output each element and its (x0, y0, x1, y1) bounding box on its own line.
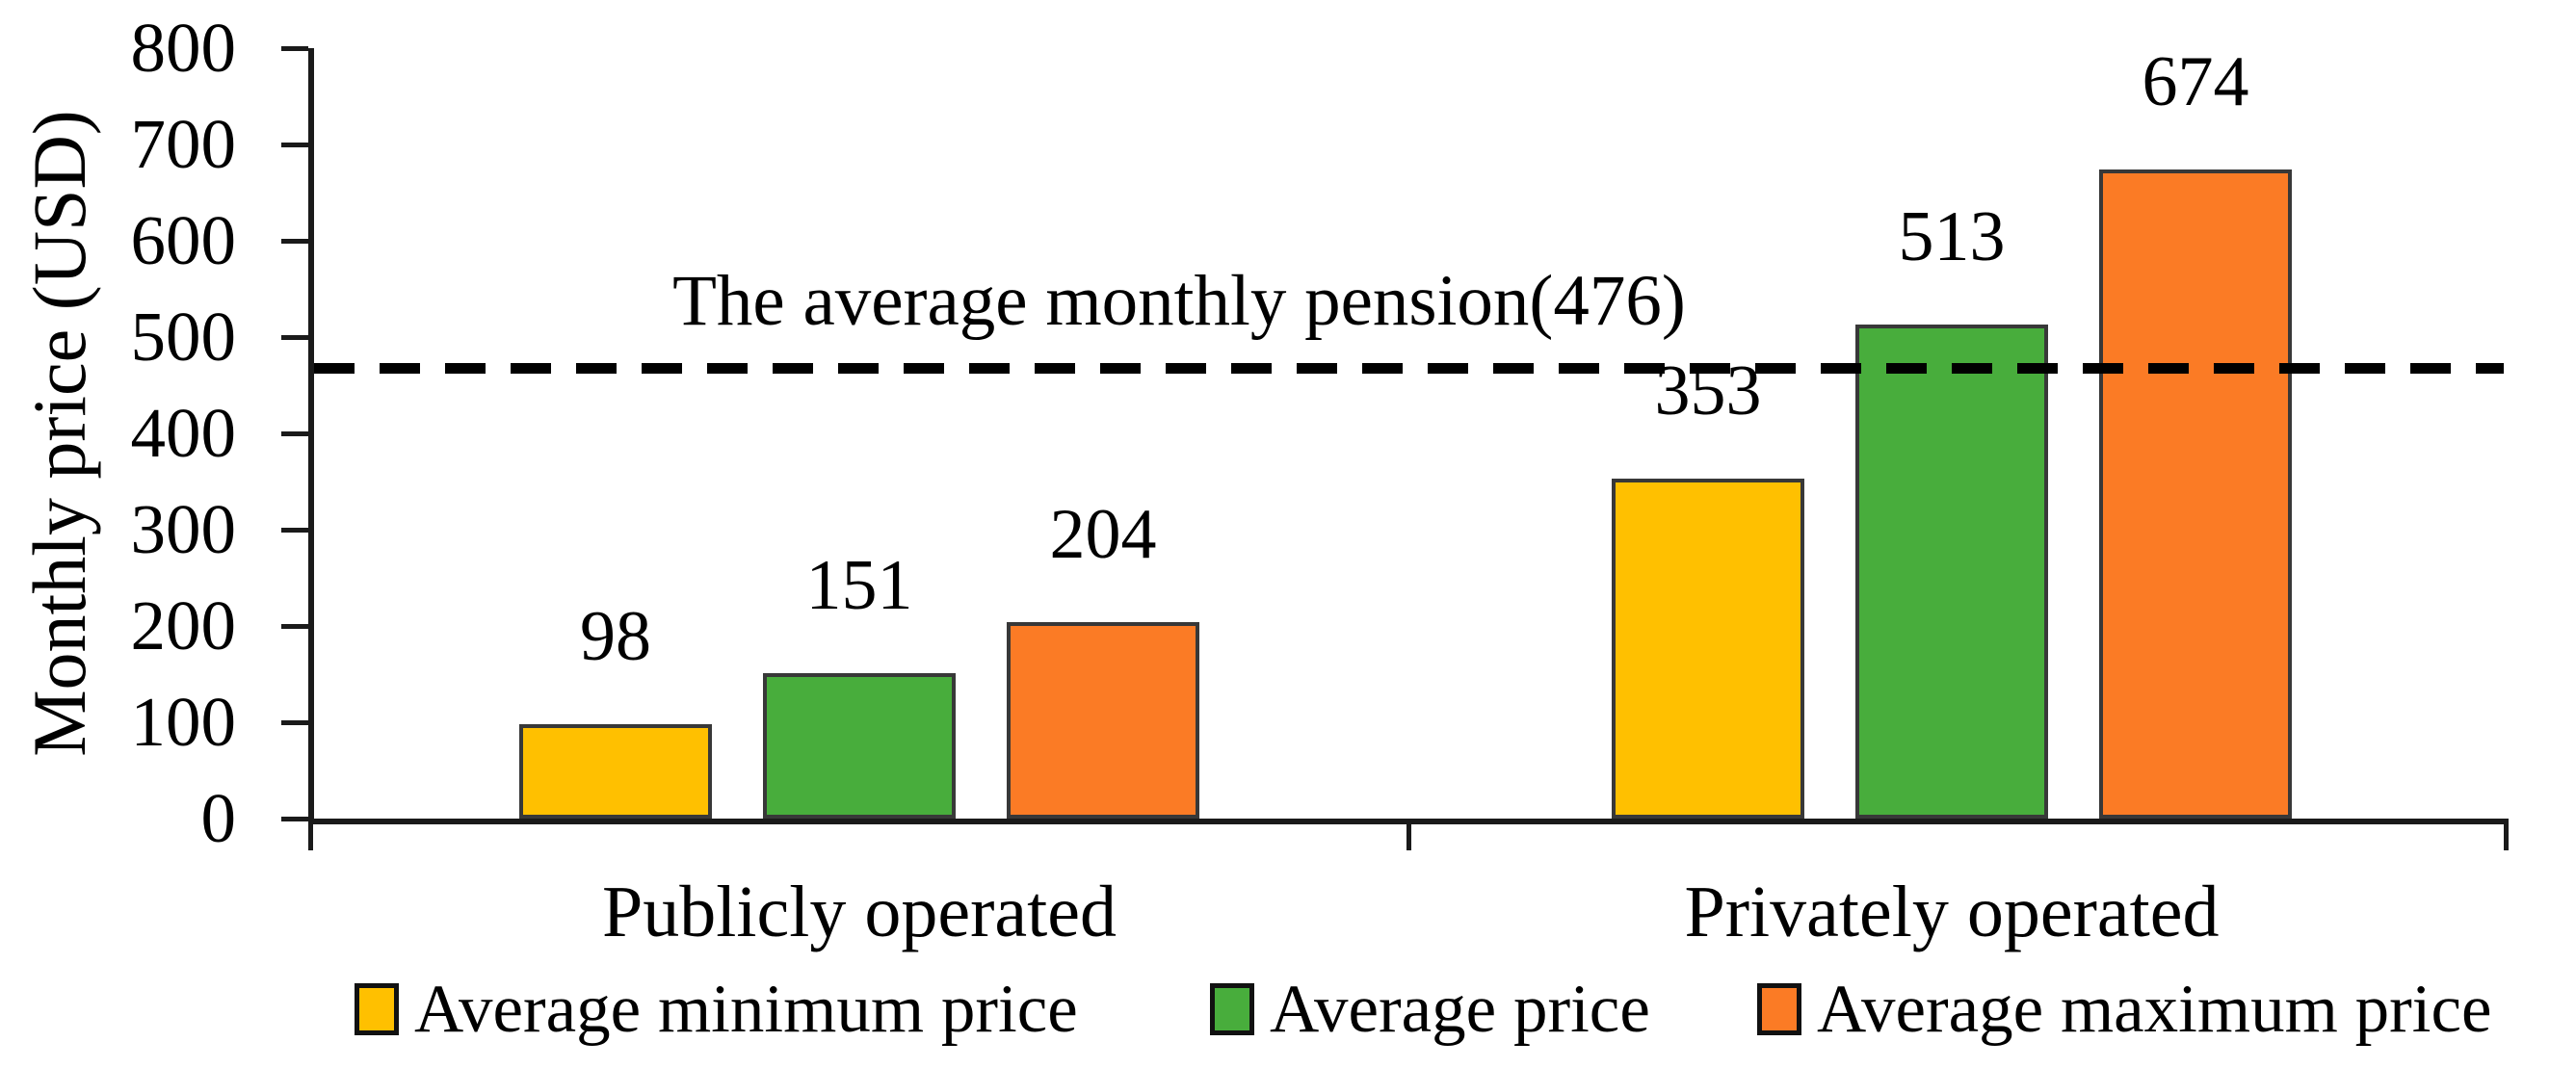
legend-label: Average maximum price (1817, 972, 2492, 1047)
y-tick (281, 528, 308, 533)
y-tick-label: 600 (130, 201, 237, 279)
legend-label: Average minimum price (414, 972, 1078, 1047)
y-tick-label: 700 (130, 105, 237, 183)
bar-average-minimum-price-publicly-operated (519, 724, 712, 819)
x-tick (308, 819, 313, 850)
legend-item-average-minimum-price: Average minimum price (355, 967, 1078, 1052)
legend-label: Average price (1270, 972, 1650, 1047)
y-tick (281, 46, 308, 51)
legend-item-average-maximum-price: Average maximum price (1757, 967, 2492, 1052)
y-tick-label: 200 (130, 586, 237, 664)
bar-average-price-privately-operated (1855, 325, 2048, 819)
y-tick (281, 720, 308, 725)
legend-swatch-average-price (1210, 983, 1254, 1035)
y-tick (281, 817, 308, 821)
y-tick-label: 400 (130, 394, 237, 472)
bar-average-maximum-price-privately-operated (2099, 169, 2292, 819)
y-tick-label: 800 (130, 9, 237, 87)
y-axis-line (308, 48, 314, 824)
bar-value-label: 98 (580, 597, 651, 676)
y-tick-label: 500 (130, 298, 237, 376)
bar-average-price-publicly-operated (763, 673, 956, 819)
y-tick (281, 335, 308, 340)
y-tick (281, 239, 308, 244)
legend-swatch-average-maximum-price (1757, 983, 1801, 1035)
reference-line-label: The average monthly pension(476) (672, 261, 1686, 341)
y-tick (281, 143, 308, 147)
y-tick-label: 300 (130, 490, 237, 568)
bar-value-label: 674 (2142, 42, 2249, 121)
bar-value-label: 151 (805, 546, 913, 625)
x-category-label-privately-operated: Privately operated (1684, 872, 2220, 952)
y-tick (281, 624, 308, 629)
reference-line (314, 363, 2504, 374)
bar-average-maximum-price-publicly-operated (1007, 622, 1199, 819)
x-tick (1406, 819, 1411, 850)
bar-value-label: 204 (1049, 495, 1157, 574)
bar-average-minimum-price-privately-operated (1612, 479, 1804, 819)
y-tick-label: 0 (200, 779, 237, 857)
bar-value-label: 513 (1898, 197, 2006, 276)
x-tick (2504, 819, 2509, 850)
x-category-label-publicly-operated: Publicly operated (602, 872, 1117, 952)
y-tick-label: 100 (130, 683, 237, 761)
legend-swatch-average-minimum-price (355, 983, 399, 1035)
y-tick (281, 431, 308, 436)
legend-item-average-price: Average price (1210, 967, 1650, 1052)
